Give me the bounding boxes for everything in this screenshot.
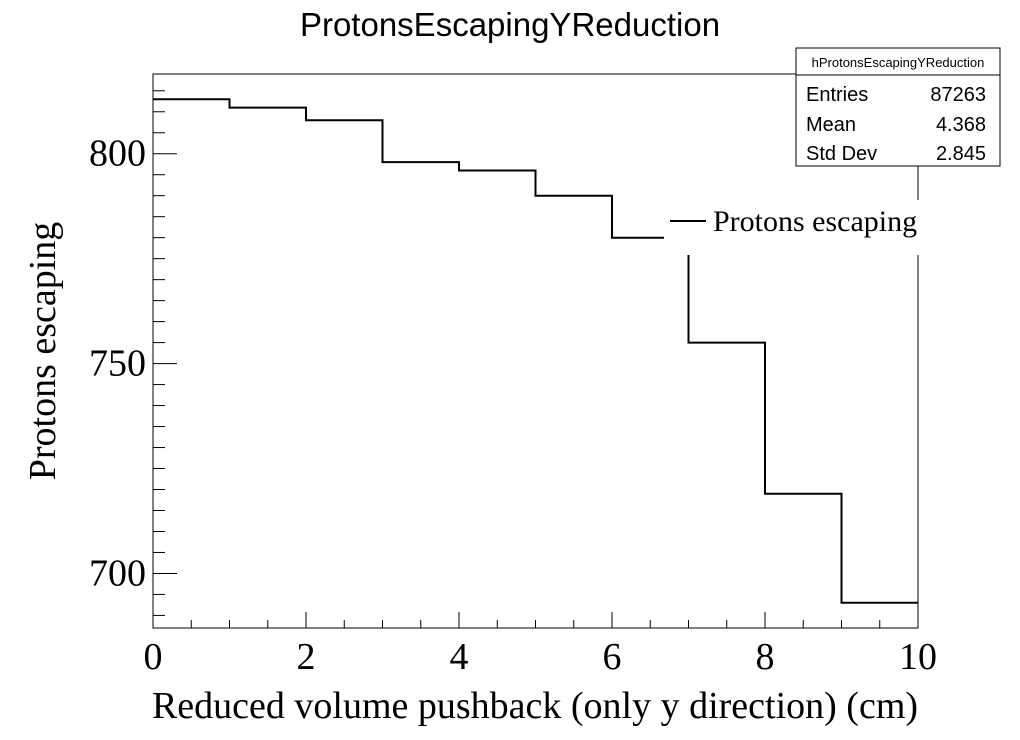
legend-background xyxy=(664,200,949,255)
chart-title: ProtonsEscapingYReduction xyxy=(300,6,720,43)
stats-box-frame xyxy=(795,47,1001,167)
y-axis-label: Protons escaping xyxy=(22,222,64,481)
y-tick-label: 700 xyxy=(89,552,146,594)
legend: Protons escaping xyxy=(664,200,949,255)
x-axis-ticks: 0 2 4 6 8 10 xyxy=(144,612,937,678)
stats-box-title: hProtonsEscapingYReduction xyxy=(812,55,985,70)
y-tick-label: 750 xyxy=(89,343,146,385)
x-tick-label: 2 xyxy=(297,636,316,678)
stats-mean-label: Mean xyxy=(806,114,856,136)
y-axis-ticks: 700 750 800 xyxy=(89,90,177,616)
x-tick-label: 10 xyxy=(899,636,937,678)
y-tick-label: 800 xyxy=(89,133,146,175)
legend-entry-label: Protons escaping xyxy=(713,205,917,238)
x-tick-label: 4 xyxy=(450,636,469,678)
stats-stddev-label: Std Dev xyxy=(806,143,877,165)
stats-entries-value: 87263 xyxy=(930,84,986,106)
x-axis-label: Reduced volume pushback (only y directio… xyxy=(152,685,918,727)
stats-mean-value: 4.368 xyxy=(936,114,986,136)
stats-entries-label: Entries xyxy=(806,84,868,106)
stats-stddev-value: 2.845 xyxy=(936,143,986,165)
stats-box: hProtonsEscapingYReduction Entries 87263… xyxy=(795,47,1001,167)
x-tick-label: 6 xyxy=(603,636,622,678)
x-tick-label: 8 xyxy=(756,636,775,678)
series-step-line xyxy=(153,98,918,604)
x-tick-label: 0 xyxy=(144,636,163,678)
